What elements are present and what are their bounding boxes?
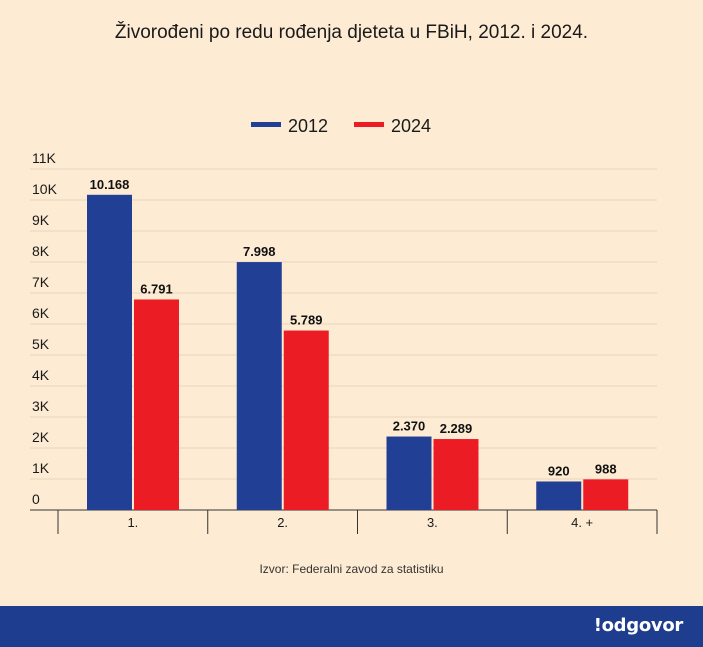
bar-chart: 0 1K 2K 3K 4K 5K 6K 7K 8K 9K 10K 11K 10.168 6.791 1. 7.… (30, 116, 658, 534)
legend-label-2024: 2024 (391, 116, 431, 136)
y-tick-label: 9K (32, 212, 50, 228)
bar-2012-4 (536, 481, 582, 510)
bar-2012-2 (236, 262, 282, 510)
x-tick-label: 3. (427, 515, 438, 530)
source-note: Izvor: Federalni zavod za statistiku (259, 562, 444, 576)
legend-swatch-2024 (354, 122, 384, 127)
y-tick-label: 6K (32, 305, 50, 321)
legend-label-2012: 2012 (288, 116, 328, 136)
y-tick-label: 8K (32, 243, 50, 259)
bar-2024-2 (283, 330, 329, 510)
footer-bar: !odgovor (0, 606, 703, 647)
legend-swatch-2012 (251, 122, 281, 127)
x-tick-label: 1. (127, 515, 138, 530)
bar-2024-1 (134, 299, 179, 510)
chart-title: Živorođeni po redu rođenja djeteta u FBi… (114, 22, 589, 43)
data-label-2024-4: 988 (595, 461, 617, 476)
y-tick-label: 0 (32, 491, 40, 507)
x-tick-label: 2. (277, 515, 288, 530)
data-label-2024-1: 6.791 (140, 281, 173, 296)
brand-logo: !odgovor (593, 615, 684, 636)
bar-2024-4 (583, 479, 629, 510)
bar-2012-3 (386, 436, 432, 510)
y-tick-label: 4K (32, 367, 50, 383)
y-tick-label: 11K (32, 150, 57, 166)
data-label-2012-2: 7.998 (243, 244, 276, 259)
bar-2012-1 (87, 194, 132, 511)
y-tick-label: 5K (32, 336, 50, 352)
bar-2024-3 (433, 439, 479, 510)
data-label-2012-4: 920 (548, 463, 570, 478)
data-label-2024-3: 2.289 (440, 421, 473, 436)
y-tick-label: 3K (32, 398, 50, 414)
data-label-2024-2: 5.789 (290, 313, 323, 328)
y-tick-label: 10K (32, 181, 58, 197)
data-label-2012-1: 10.168 (90, 177, 130, 192)
y-tick-label: 2K (32, 429, 50, 445)
y-tick-label: 1K (32, 460, 50, 476)
x-tick-label: 4. + (571, 515, 593, 530)
data-label-2012-3: 2.370 (393, 419, 426, 434)
y-tick-label: 7K (32, 274, 50, 290)
